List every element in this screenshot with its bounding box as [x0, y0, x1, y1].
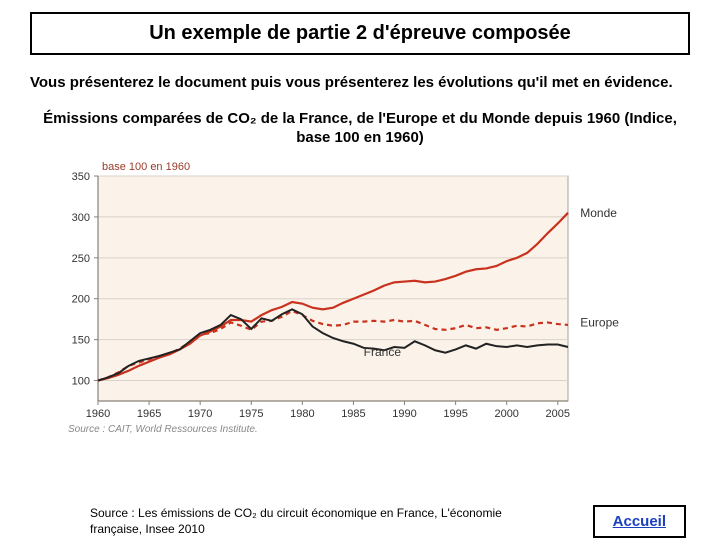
svg-text:base 100 en 1960: base 100 en 1960	[102, 161, 190, 173]
svg-text:1980: 1980	[290, 408, 314, 420]
svg-text:1975: 1975	[239, 408, 263, 420]
svg-text:1970: 1970	[188, 408, 212, 420]
svg-text:150: 150	[72, 334, 90, 346]
page-title: Un exemple de partie 2 d'épreuve composé…	[30, 12, 690, 55]
svg-text:350: 350	[72, 171, 90, 183]
chart-title: Émissions comparées de CO₂ de la France,…	[30, 109, 690, 148]
svg-text:1990: 1990	[392, 408, 416, 420]
line-chart: 100 150 200 250 300 350 1960 1965 1970 1975 1980 19…	[50, 154, 720, 439]
svg-text:1985: 1985	[341, 408, 365, 420]
svg-text:Source : CAIT, World Ressource: Source : CAIT, World Ressources Institut…	[68, 424, 258, 434]
svg-text:1960: 1960	[86, 408, 110, 420]
svg-text:Monde: Monde	[580, 205, 617, 219]
svg-text:250: 250	[72, 252, 90, 264]
svg-text:Europe: Europe	[580, 315, 619, 329]
svg-text:2005: 2005	[546, 408, 570, 420]
svg-text:1995: 1995	[443, 408, 467, 420]
source-caption: Source : Les émissions de CO₂ du circuit…	[90, 506, 520, 537]
home-link[interactable]: Accueil	[593, 505, 686, 538]
svg-text:1965: 1965	[137, 408, 161, 420]
instruction-text: Vous présenterez le document puis vous p…	[30, 73, 690, 93]
svg-text:200: 200	[72, 293, 90, 305]
svg-text:2000: 2000	[494, 408, 518, 420]
svg-text:100: 100	[72, 375, 90, 387]
svg-text:France: France	[364, 345, 402, 359]
svg-text:300: 300	[72, 211, 90, 223]
